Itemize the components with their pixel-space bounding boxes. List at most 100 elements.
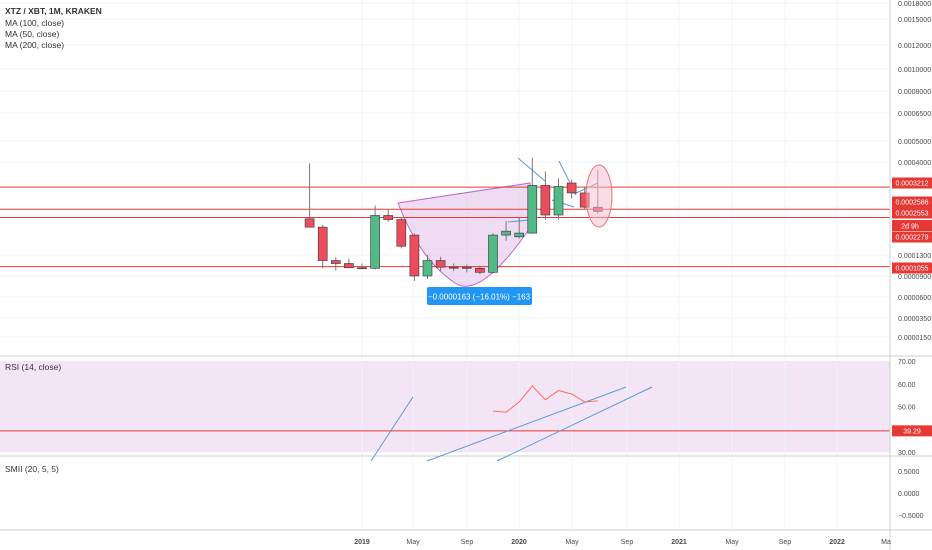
candle-body <box>448 266 459 269</box>
price-tags: 0.0003212 0.0002586 0.0002553 0.0002279 0.00… <box>892 177 932 274</box>
price-tag <box>892 262 932 274</box>
rsi-line <box>492 385 598 413</box>
rsi-tick-label: 60.00 <box>898 382 916 389</box>
candle[interactable] <box>304 163 315 228</box>
price-tag-label: 0.0002586 <box>895 200 928 207</box>
candle-body <box>370 215 380 269</box>
candle[interactable] <box>422 255 433 279</box>
candle-body <box>304 218 315 228</box>
candle[interactable] <box>540 171 551 220</box>
countdown-tag: 2d 9h <box>892 220 932 231</box>
price-tick-label: 0.0000900 <box>898 274 931 281</box>
candle[interactable] <box>317 225 328 269</box>
legend-ma-50[interactable]: MA (50, close) <box>5 29 59 39</box>
measure-tooltip[interactable]: −0.0000163 (−16.01%) −163 <box>427 287 532 305</box>
price-axis[interactable]: 0.0018000 0.0015000 0.0012000 0.0010000 0.00… <box>898 1 931 342</box>
symbol-title[interactable]: XTZ / XBT, 1M, KRAKEN <box>5 6 102 16</box>
rsi-legend[interactable]: RSI (14, close) <box>5 362 61 372</box>
time-tick-label: May <box>406 539 420 546</box>
price-tick-label: 0.0001300 <box>898 253 931 260</box>
rsi-trend-line[interactable] <box>496 386 653 462</box>
price-tag <box>892 196 932 208</box>
time-axis[interactable]: 2019 May Sep 2020 May Sep 2021 May Sep 2022 Ma <box>354 539 891 546</box>
price-tick-label: 0.0000350 <box>898 316 931 323</box>
candle[interactable] <box>553 178 564 220</box>
candle[interactable] <box>409 233 420 281</box>
measure-tooltip-text: −0.0000163 (−16.01%) −163 <box>428 293 531 302</box>
price-tick-label: 0.0000150 <box>898 335 931 342</box>
candle-body <box>461 266 472 269</box>
candle[interactable] <box>370 205 380 270</box>
time-tick-label: 2020 <box>511 539 527 546</box>
smii-pane[interactable] <box>0 457 890 530</box>
candle-body <box>330 260 341 264</box>
candle-body <box>357 267 367 270</box>
legend-ma-100[interactable]: MA (100, close) <box>5 18 64 28</box>
price-tag-label: 0.0002279 <box>895 235 928 242</box>
candle[interactable] <box>566 179 577 199</box>
price-tag-label: 0.0002553 <box>895 211 928 218</box>
candle-body <box>317 226 328 261</box>
candle[interactable] <box>330 257 341 271</box>
candle-body <box>383 215 394 220</box>
candle-body <box>435 260 446 268</box>
price-tick-label: 0.0008000 <box>898 89 931 96</box>
time-tick-label: Sep <box>461 539 474 546</box>
candle-body <box>501 230 511 236</box>
candle[interactable] <box>435 256 446 272</box>
rsi-tick-label: 39.29 <box>903 428 921 435</box>
price-tag <box>892 231 932 243</box>
candle[interactable] <box>527 157 538 234</box>
price-tag-label: 0.0003212 <box>895 181 928 188</box>
candle-body <box>396 219 407 247</box>
smii-axis[interactable]: 0.5000 0.0000 −0.5000 <box>898 469 924 520</box>
candle[interactable] <box>501 221 511 241</box>
candle[interactable] <box>396 216 407 249</box>
highlight-ellipse[interactable] <box>585 164 613 228</box>
legend-ma-200[interactable]: MA (200, close) <box>5 40 64 50</box>
price-tick-label: 0.0004000 <box>898 160 931 167</box>
trend-line[interactable] <box>517 157 546 182</box>
candle[interactable] <box>488 233 498 274</box>
time-tick-label: 2022 <box>829 539 845 546</box>
time-tick-label: Sep <box>621 539 634 546</box>
smii-tick-label: −0.5000 <box>898 513 924 520</box>
candle-body <box>422 260 433 277</box>
rsi-trend-lines <box>370 386 653 462</box>
candle-body <box>409 234 420 277</box>
price-tag-label: 0.0001055 <box>895 266 928 273</box>
time-tick-label: May <box>565 539 579 546</box>
candle-body <box>540 185 551 216</box>
candle[interactable] <box>514 216 525 239</box>
price-tick-label: 0.0005000 <box>898 139 931 146</box>
price-tick-label: 0.0000600 <box>898 295 931 302</box>
candle-body <box>566 182 577 194</box>
candle-body <box>475 267 485 273</box>
price-tick-label: 0.0010000 <box>898 67 931 74</box>
rsi-trend-line[interactable] <box>426 386 627 462</box>
rsi-band <box>0 361 890 452</box>
rsi-axis[interactable]: 70.00 60.00 50.00 39.29 30.00 <box>892 359 932 457</box>
candle[interactable] <box>475 265 485 275</box>
candle-body <box>527 185 538 234</box>
smii-tick-label: 0.0000 <box>898 491 920 498</box>
smii-legend[interactable]: SMII (20, 5, 5) <box>5 464 59 474</box>
candle[interactable] <box>357 263 367 270</box>
countdown-text: 2d 9h <box>901 224 919 231</box>
price-tick-label: 0.0015000 <box>898 17 931 24</box>
candle[interactable] <box>461 264 472 273</box>
rsi-tick-label: 70.00 <box>898 359 916 366</box>
candle-body <box>553 186 564 216</box>
candle[interactable] <box>344 258 354 269</box>
rsi-trend-line[interactable] <box>370 396 414 462</box>
rsi-tick-label: 30.00 <box>898 450 916 457</box>
candle[interactable] <box>383 209 394 222</box>
price-tag <box>892 207 932 219</box>
rsi-tick-label: 50.00 <box>898 405 916 412</box>
time-tick-label: Ma <box>881 539 891 546</box>
smii-tick-label: 0.5000 <box>898 469 920 476</box>
price-tick-label: 0.0006500 <box>898 111 931 118</box>
candle[interactable] <box>448 263 459 272</box>
rsi-value-tag <box>892 425 932 437</box>
